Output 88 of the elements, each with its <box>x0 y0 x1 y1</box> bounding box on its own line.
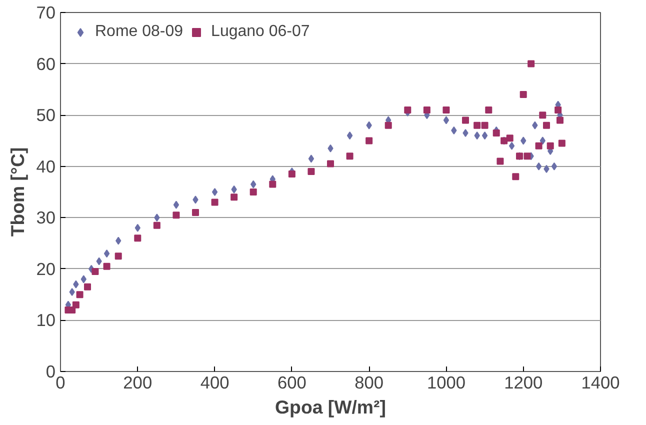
y-tick-label: 10 <box>36 310 56 330</box>
y-axis-title: Tbom [°C] <box>7 147 28 237</box>
point <box>442 106 450 114</box>
x-tick-label: 400 <box>200 372 230 392</box>
point <box>173 200 180 209</box>
x-tick-label: 1000 <box>426 372 466 392</box>
point <box>481 122 488 129</box>
point <box>73 280 79 288</box>
point <box>535 142 542 150</box>
point <box>69 288 75 296</box>
point <box>230 194 238 201</box>
point <box>539 112 546 119</box>
x-tick-label: 800 <box>354 372 384 392</box>
point <box>192 209 199 216</box>
point <box>508 142 515 150</box>
point <box>443 116 450 124</box>
point <box>556 116 564 124</box>
point <box>134 224 140 232</box>
point <box>308 168 315 175</box>
point <box>492 130 500 137</box>
point <box>103 262 110 270</box>
point <box>269 180 276 188</box>
point <box>520 91 527 98</box>
point <box>231 185 237 194</box>
point <box>134 234 142 242</box>
point <box>474 122 481 129</box>
point <box>520 136 526 145</box>
point <box>104 250 110 258</box>
y-tick-label: 40 <box>36 156 56 176</box>
point <box>288 170 296 178</box>
point <box>114 252 122 260</box>
point <box>528 60 535 68</box>
point <box>512 173 520 180</box>
point <box>250 180 256 188</box>
point <box>327 160 334 168</box>
point <box>485 106 492 114</box>
y-tick-label: 60 <box>36 54 56 74</box>
x-tick-label: 1200 <box>504 372 543 392</box>
legend-label: Lugano 06-07 <box>211 23 310 41</box>
y-tick-label: 50 <box>36 105 56 126</box>
point <box>546 142 554 150</box>
point <box>558 140 566 147</box>
point <box>506 134 514 142</box>
point <box>540 136 546 145</box>
point <box>308 154 314 163</box>
point <box>76 291 84 298</box>
point <box>72 301 80 308</box>
point <box>328 144 334 152</box>
point <box>192 196 198 204</box>
point <box>554 106 562 114</box>
point <box>92 268 99 275</box>
point <box>172 212 180 219</box>
point <box>423 106 430 114</box>
point <box>384 122 392 129</box>
point <box>543 122 550 129</box>
point <box>154 214 160 222</box>
point <box>366 121 372 130</box>
point <box>346 132 353 140</box>
x-tick-label: 1400 <box>581 372 620 392</box>
point <box>366 137 373 144</box>
x-tick-label: 200 <box>123 372 152 392</box>
point <box>544 164 550 173</box>
point <box>482 132 488 140</box>
y-tick-label: 20 <box>36 258 56 279</box>
point <box>536 162 542 170</box>
point <box>250 188 257 196</box>
legend-label: Rome 08-09 <box>95 23 184 41</box>
point <box>474 132 480 140</box>
y-tick-label: 30 <box>36 208 56 228</box>
x-axis-title: Gpoa [W/m²] <box>275 396 386 418</box>
point <box>551 162 558 170</box>
x-tick-label: 600 <box>277 372 306 392</box>
point <box>84 283 91 290</box>
point <box>346 152 354 160</box>
point <box>116 236 122 245</box>
point <box>96 257 102 266</box>
point <box>404 106 412 114</box>
point <box>496 158 504 165</box>
point <box>211 198 218 206</box>
point <box>451 126 457 134</box>
point <box>532 121 538 130</box>
point <box>153 222 160 229</box>
point <box>212 188 218 196</box>
point <box>524 152 531 160</box>
point <box>80 275 86 284</box>
point <box>462 116 469 124</box>
y-tick-label: 70 <box>36 2 56 22</box>
point <box>462 129 468 138</box>
